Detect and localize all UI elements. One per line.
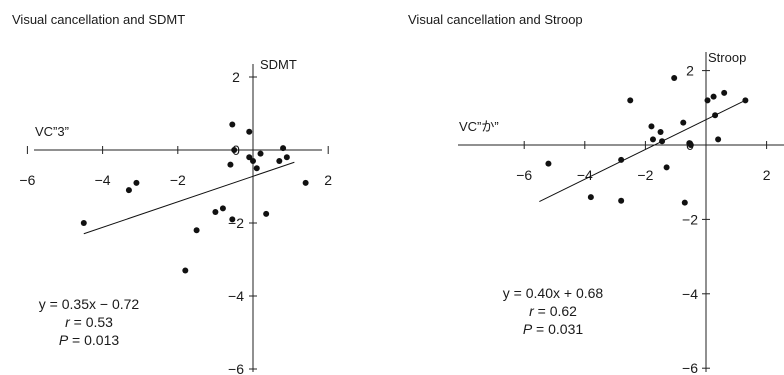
- stroop-data-point: [627, 97, 634, 104]
- sdmt-p-label: P: [58, 332, 69, 348]
- stroop-p-value: = 0.031: [532, 321, 584, 337]
- stroop-chart-title: Visual cancellation and Stroop: [408, 12, 583, 27]
- sdmt-data-point: [227, 161, 234, 168]
- stroop-r-stat: r = 0.62: [478, 302, 628, 320]
- stroop-data-point: [742, 97, 749, 104]
- sdmt-regression-line: [83, 161, 295, 235]
- sdmt-r-value: = 0.53: [69, 314, 113, 330]
- sdmt-data-point: [246, 128, 253, 135]
- stroop-data-point: [657, 128, 664, 135]
- sdmt-data-point: [193, 227, 200, 234]
- stroop-data-point: [587, 194, 594, 201]
- stroop-regression-stats: y = 0.40x + 0.68 r = 0.62 P = 0.031: [478, 284, 628, 338]
- sdmt-r-label: r: [65, 314, 70, 330]
- stroop-data-point: [712, 112, 719, 119]
- sdmt-data-point: [229, 216, 236, 223]
- sdmt-data-point: [231, 147, 238, 153]
- stroop-data-point: [671, 75, 678, 82]
- sdmt-x-tick-label: 2: [324, 172, 332, 188]
- stroop-y-tick-label: 2: [686, 63, 694, 79]
- stroop-x-tick-label: 2: [763, 167, 771, 183]
- stroop-data-point: [721, 89, 728, 96]
- stroop-data-point: [681, 199, 688, 206]
- stroop-data-point: [648, 123, 655, 130]
- sdmt-data-point: [302, 179, 309, 186]
- sdmt-y-tick-label: −4: [228, 288, 244, 304]
- stroop-panel: −6−4−22−6−4−202VC”か”Stroop Visual cancel…: [392, 0, 784, 375]
- sdmt-x-tick-label: −2: [170, 172, 186, 188]
- sdmt-data-point: [263, 210, 270, 217]
- stroop-data-point: [710, 93, 717, 100]
- stroop-data-point: [680, 119, 687, 126]
- sdmt-data-point: [257, 150, 264, 157]
- sdmt-data-point: [80, 220, 87, 226]
- sdmt-regression-equation: y = 0.35x − 0.72: [38, 296, 140, 312]
- stroop-r-label: r: [529, 303, 534, 319]
- stroop-x-tick-label: −6: [516, 167, 532, 183]
- sdmt-regression-stats: y = 0.35x − 0.72 r = 0.53 P = 0.013: [14, 295, 164, 349]
- stroop-data-point: [545, 160, 552, 167]
- sdmt-data-point: [280, 145, 287, 152]
- stroop-y-tick-label: −6: [682, 360, 698, 375]
- sdmt-data-point: [246, 154, 253, 161]
- stroop-data-point: [687, 142, 694, 148]
- stroop-x-tick-label: −2: [637, 167, 653, 183]
- sdmt-data-point: [219, 205, 226, 212]
- stroop-r-value: = 0.62: [533, 303, 577, 319]
- sdmt-y-tick-label: −6: [228, 361, 244, 375]
- sdmt-y-tick-label: 2: [232, 69, 240, 85]
- stroop-y-axis-label: Stroop: [708, 50, 746, 65]
- stroop-x-axis-label: VC”か”: [459, 119, 499, 134]
- sdmt-data-point: [229, 121, 236, 128]
- sdmt-x-tick-label: −4: [95, 172, 111, 188]
- stroop-data-point: [649, 136, 656, 143]
- stroop-p-stat: P = 0.031: [478, 320, 628, 338]
- sdmt-data-point: [133, 179, 140, 186]
- stroop-data-point: [663, 164, 670, 171]
- sdmt-x-tick-label: −6: [19, 172, 35, 188]
- stroop-y-tick-label: −2: [682, 211, 698, 227]
- sdmt-panel: −6−4−22−6−4−202VC”3”SDMT Visual cancella…: [12, 12, 332, 375]
- sdmt-data-point: [212, 209, 219, 216]
- stroop-regression-equation: y = 0.40x + 0.68: [502, 285, 604, 301]
- stroop-x-tick-label: −4: [577, 167, 593, 183]
- sdmt-data-point: [253, 165, 260, 172]
- stroop-data-point: [659, 138, 666, 145]
- sdmt-chart-title: Visual cancellation and SDMT: [12, 12, 186, 27]
- stroop-y-tick-label: −4: [682, 286, 698, 302]
- sdmt-data-point: [182, 267, 189, 274]
- sdmt-p-stat: P = 0.013: [14, 331, 164, 349]
- sdmt-data-point: [283, 154, 290, 161]
- sdmt-r-stat: r = 0.53: [14, 313, 164, 331]
- stroop-data-point: [618, 156, 625, 163]
- stroop-regression-line: [539, 99, 746, 202]
- sdmt-data-point: [250, 157, 256, 164]
- sdmt-scatter-plot: −6−4−22−6−4−202VC”3”SDMT: [19, 57, 332, 375]
- sdmt-p-value: = 0.013: [68, 332, 120, 348]
- sdmt-data-point: [276, 157, 283, 164]
- sdmt-data-point: [125, 187, 132, 194]
- stroop-data-point: [618, 197, 625, 204]
- sdmt-y-axis-label: SDMT: [260, 57, 297, 72]
- sdmt-x-axis-label: VC”3”: [35, 124, 69, 139]
- stroop-data-point: [704, 97, 711, 104]
- stroop-scatter-plot: −6−4−22−6−4−202VC”か”Stroop: [458, 50, 784, 375]
- stroop-p-label: P: [522, 321, 533, 337]
- stroop-data-point: [715, 136, 722, 143]
